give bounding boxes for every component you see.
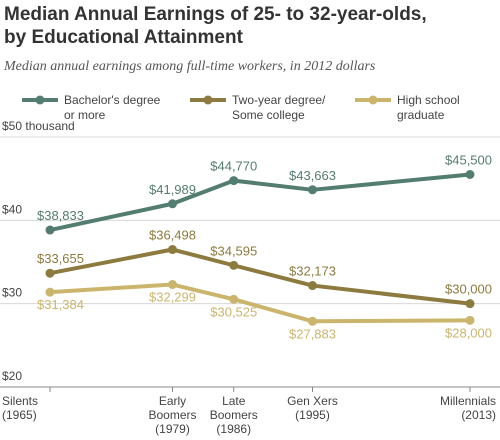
data-point: [465, 315, 475, 325]
data-label: $32,173: [289, 264, 336, 279]
series-line: [49, 172, 471, 233]
data-label: $36,498: [149, 228, 196, 243]
legend-label: Two-year degree/Some college: [232, 93, 326, 122]
data-label: $33,655: [37, 251, 84, 266]
data-label: $32,299: [149, 290, 196, 305]
data-label: $30,000: [445, 282, 492, 297]
data-point: [229, 260, 239, 270]
data-label: $45,500: [445, 153, 492, 168]
data-point: [45, 225, 55, 235]
data-label: $44,770: [210, 159, 257, 174]
series-line: [49, 282, 471, 324]
x-tick-label: Silents (1965): [2, 394, 38, 422]
data-label: $34,595: [210, 243, 257, 258]
data-point: [168, 280, 177, 290]
data-label: $38,833: [37, 208, 84, 223]
legend-marker: [368, 95, 378, 105]
y-tick-label: $40: [2, 202, 22, 216]
y-tick-label: $50 thousand: [2, 119, 75, 133]
data-label: $31,384: [37, 297, 84, 312]
series-line: [49, 247, 471, 306]
data-point: [45, 268, 55, 278]
legend-label: High school graduate: [397, 93, 460, 122]
y-tick-label: $20: [2, 369, 22, 383]
chart-title: Median Annual Earnings of 25- to 32-year…: [4, 4, 427, 48]
x-tick-label: Late Boomers (1986): [210, 394, 258, 436]
x-tick-label: Gen Xers (1995): [287, 394, 338, 422]
x-tick-label: Early Boomers (1979): [148, 394, 196, 436]
data-point: [229, 294, 239, 304]
data-label: $43,663: [289, 168, 336, 183]
chart-subtitle: Median annual earnings among full-time w…: [3, 59, 376, 74]
legend-marker: [35, 95, 45, 105]
data-point: [465, 170, 475, 179]
x-tick-label: Millennials (2013): [440, 394, 496, 422]
data-point: [168, 199, 177, 209]
data-label: $28,000: [445, 325, 492, 340]
y-tick-label: $30: [2, 286, 22, 300]
data-point: [168, 245, 177, 255]
data-label: $30,525: [210, 304, 257, 319]
legend-marker: [203, 95, 213, 105]
data-label: $41,989: [149, 182, 196, 197]
data-point: [308, 185, 317, 195]
data-point: [308, 316, 317, 326]
legend-label: Bachelor's degree or more: [64, 93, 161, 122]
data-point: [465, 299, 475, 309]
data-point: [229, 176, 239, 186]
data-point: [308, 281, 317, 291]
data-point: [45, 287, 55, 297]
data-label: $27,883: [289, 326, 336, 341]
